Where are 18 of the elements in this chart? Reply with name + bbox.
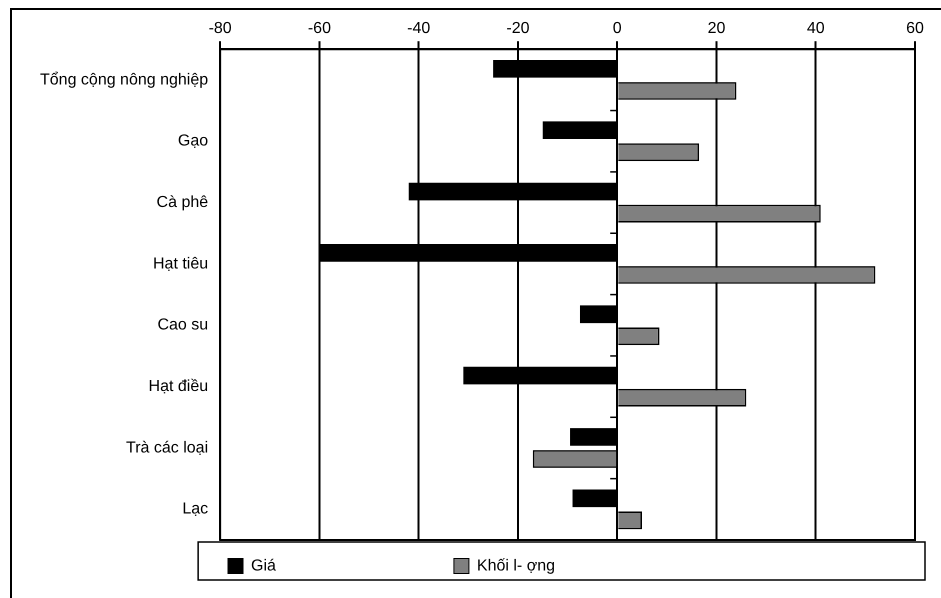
x-tick-label: 0 — [612, 20, 622, 38]
y-tick-label: Cao su — [157, 316, 208, 334]
y-tick-label: Trà các loại — [126, 439, 208, 456]
y-tick-label: Hạt tiêu — [153, 255, 208, 272]
x-tick-label: 20 — [708, 20, 726, 38]
y-tick-label: Cà phê — [156, 194, 208, 211]
y-tick-label: Lạc — [182, 500, 208, 518]
x-tick-label: -80 — [208, 20, 232, 38]
x-tick-label: -60 — [308, 20, 332, 38]
x-tick-label: 40 — [806, 20, 825, 38]
y-tick-label: Gạo — [178, 132, 208, 150]
x-tick-label: -20 — [506, 20, 530, 38]
y-tick-label: Tổng cộng nông nghiệp — [40, 71, 208, 88]
y-tick-label: Hạt điều — [148, 378, 208, 396]
x-tick-label: -40 — [407, 20, 430, 38]
x-tick-label: 60 — [906, 20, 924, 38]
legend-label: Khối l- ợng — [476, 557, 715, 574]
legend-label: Giá — [251, 557, 436, 574]
